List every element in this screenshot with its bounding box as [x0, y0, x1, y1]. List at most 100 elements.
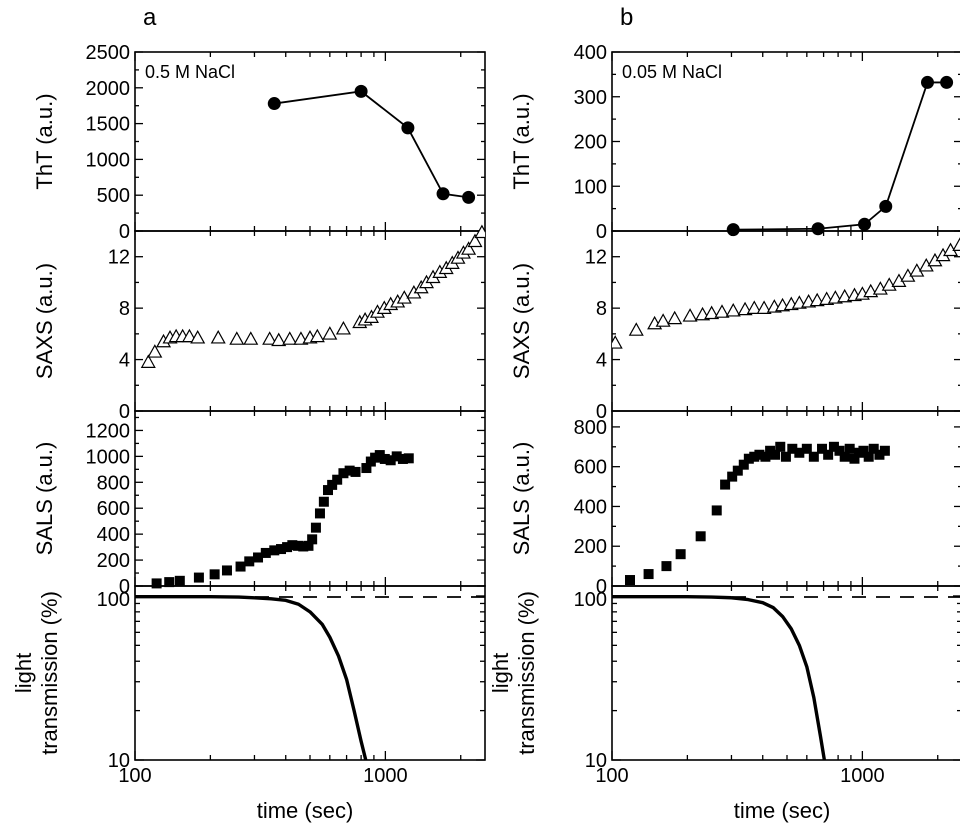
data-point — [787, 443, 798, 454]
data-point — [229, 331, 245, 345]
series-line — [274, 90, 469, 199]
data-point — [401, 121, 415, 135]
data-point — [174, 575, 185, 586]
y-tick-label: 4 — [119, 350, 130, 372]
y-axis-title: SALS (a.u.) — [32, 442, 57, 556]
y-tick-label: 400 — [574, 42, 607, 64]
data-layer — [267, 84, 476, 204]
data-point — [318, 496, 329, 507]
data-point — [385, 455, 396, 466]
data-layer — [135, 594, 485, 761]
data-point — [655, 313, 671, 327]
y-tick-label: 0 — [119, 221, 130, 243]
data-point — [332, 474, 343, 485]
y-tick-label: 0 — [119, 401, 130, 423]
data-point — [374, 450, 385, 461]
chart-panel-a-tht: 0 500 1000 1500 2000 2500 ThT (a.u.) — [32, 42, 486, 243]
data-point — [738, 459, 749, 470]
data-point — [164, 577, 175, 588]
data-point — [720, 479, 731, 490]
data-point — [727, 471, 738, 482]
data-point — [881, 277, 897, 291]
y-tick-label: 2500 — [86, 42, 131, 64]
data-point — [361, 463, 372, 474]
data-point — [314, 508, 325, 519]
data-point — [474, 224, 485, 239]
y-tick-label: 100 — [574, 589, 607, 611]
chart-panel-b-saxs: 0 4 8 12 SAXS (a.u.) — [509, 230, 960, 423]
y-tick-label: 8 — [596, 298, 607, 320]
data-point — [327, 479, 338, 490]
y-axis-title: ThT (a.u.) — [509, 93, 534, 189]
data-point — [322, 485, 333, 496]
chart-panel-a-sals: 0 200 400 600 800 1000 1200 SALS (a.u.) — [32, 410, 486, 598]
data-point — [147, 344, 163, 358]
y-tick-label: 1000 — [86, 149, 131, 171]
y-tick-label: 200 — [574, 536, 607, 558]
data-point — [436, 187, 450, 201]
data-point — [303, 540, 314, 551]
x-tick-label: 1000 — [363, 765, 408, 787]
plot-frame — [134, 230, 486, 412]
data-point — [628, 322, 644, 336]
y-axis-title-line: transmission (%) — [37, 591, 62, 755]
y-tick-label: 8 — [119, 298, 130, 320]
data-point — [397, 453, 408, 464]
data-layer — [726, 75, 954, 237]
data-layer — [140, 224, 485, 368]
data-point — [823, 449, 834, 460]
data-point — [287, 540, 298, 551]
data-point — [743, 453, 754, 464]
data-point — [811, 222, 825, 236]
data-point — [151, 578, 162, 589]
data-point — [794, 447, 805, 458]
data-point — [181, 328, 197, 343]
data-point — [711, 505, 722, 516]
data-point — [695, 531, 706, 542]
series-line — [733, 81, 947, 231]
data-point — [874, 449, 885, 460]
data-point — [770, 449, 781, 460]
y-tick-label: 12 — [108, 247, 130, 269]
data-point — [834, 445, 845, 456]
data-point — [940, 75, 954, 89]
data-point — [140, 354, 156, 368]
data-layer — [151, 450, 414, 589]
data-point — [354, 84, 368, 98]
y-tick-label: 300 — [574, 87, 607, 109]
y-axis-title-line: light — [11, 653, 36, 693]
data-point — [235, 561, 246, 572]
data-point — [391, 451, 402, 462]
panel-letter: a — [143, 4, 157, 31]
data-point — [190, 329, 206, 344]
y-tick-label: 600 — [97, 498, 130, 520]
data-point — [858, 217, 872, 231]
data-point — [839, 451, 850, 462]
x-tick-label: 1000 — [840, 765, 885, 787]
data-point — [849, 453, 860, 464]
data-point — [276, 544, 287, 555]
data-point — [682, 308, 698, 322]
y-tick-label: 10 — [585, 750, 607, 772]
chart-panel-b-sals: 0 200 400 600 800 SALS (a.u.) — [509, 410, 960, 598]
y-tick-label: 400 — [574, 496, 607, 518]
y-axis-title: ThT (a.u.) — [32, 93, 57, 189]
data-point — [403, 453, 414, 464]
y-tick-label: 1000 — [86, 446, 131, 468]
data-layer — [612, 594, 960, 761]
data-point — [221, 565, 232, 576]
data-point — [612, 335, 623, 349]
y-axis-title: SAXS (a.u.) — [32, 263, 57, 379]
data-point — [760, 451, 771, 462]
data-point — [462, 190, 476, 204]
y-tick-label: 0 — [596, 401, 607, 423]
data-point — [310, 522, 321, 533]
data-point — [379, 453, 390, 464]
y-tick-label: 0 — [596, 576, 607, 598]
data-point — [271, 332, 287, 347]
x-axis-title: time (sec) — [734, 798, 831, 823]
data-point — [335, 320, 351, 335]
data-point — [732, 465, 743, 476]
